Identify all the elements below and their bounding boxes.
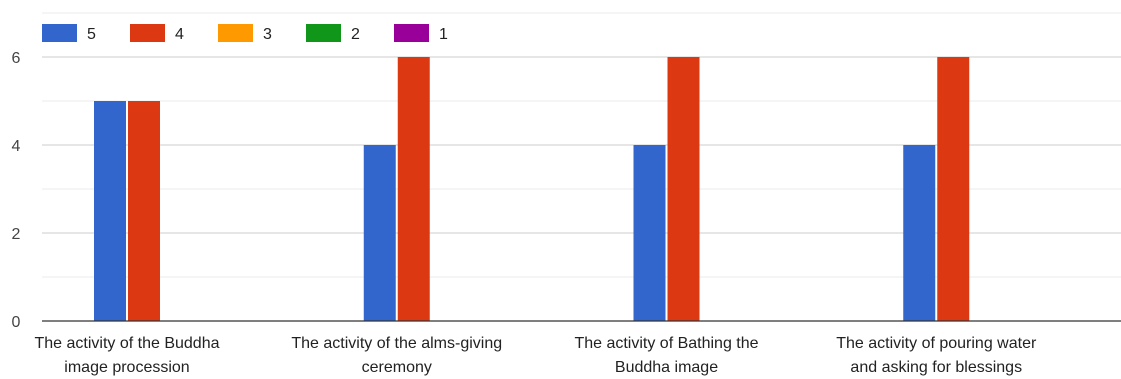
legend-swatch-3 [218, 24, 253, 42]
legend: 5 4 3 2 1 [42, 24, 448, 43]
x-category-label: ceremony [362, 359, 432, 376]
gridlines [42, 12, 1121, 278]
x-axis-labels: The activity of the Buddha image processi… [35, 335, 1037, 376]
x-category-label: image procession [64, 359, 189, 376]
x-category-label: The activity of pouring water [836, 335, 1037, 352]
legend-swatch-5 [42, 24, 77, 42]
legend-swatch-2 [306, 24, 341, 42]
bars [94, 57, 970, 321]
bar-4-2 [667, 57, 700, 321]
legend-label-5: 5 [87, 26, 96, 43]
bar-4-1 [397, 57, 430, 321]
bar-5-3 [903, 145, 936, 321]
x-category-label: The activity of Bathing the [574, 335, 758, 352]
x-category-label: Buddha image [615, 359, 718, 376]
legend-swatch-1 [394, 24, 429, 42]
legend-label-1: 1 [439, 26, 448, 43]
bar-4-0 [128, 101, 160, 321]
y-tick-label: 0 [12, 314, 21, 331]
y-tick-label: 6 [12, 50, 21, 67]
x-category-label: and asking for blessings [850, 359, 1022, 376]
bar-4-3 [937, 57, 970, 321]
bar-5-1 [363, 145, 396, 321]
bar-5-0 [94, 101, 126, 321]
legend-label-4: 4 [175, 26, 184, 43]
y-tick-label: 4 [12, 138, 21, 155]
x-category-label: The activity of the Buddha [35, 335, 220, 352]
y-tick-label: 2 [12, 226, 21, 243]
legend-label-3: 3 [263, 26, 272, 43]
x-category-label: The activity of the alms-giving [291, 335, 502, 352]
legend-swatch-4 [130, 24, 165, 42]
legend-label-2: 2 [351, 26, 360, 43]
y-axis-ticks: 0 2 4 6 [12, 50, 21, 331]
bar-5-2 [633, 145, 666, 321]
